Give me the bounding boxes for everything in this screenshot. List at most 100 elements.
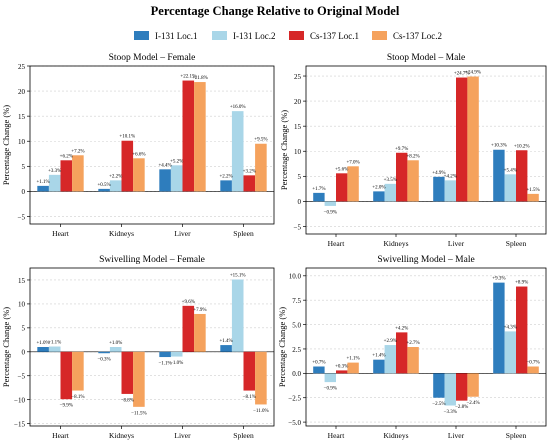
bar-value-label: −11.5% [131,411,147,416]
bar-value-label: +10.2% [514,144,530,149]
bar-value-label: +4.9% [432,171,445,176]
bar [493,282,505,374]
bar-value-label: +8.2% [406,154,419,159]
bar [133,158,145,192]
plot-frame [29,65,275,225]
gridlines [306,75,546,227]
legend-swatch [372,31,387,40]
legend-swatch [212,31,227,40]
legend-swatch [134,31,149,40]
bar-value-label: +0.3% [335,364,348,369]
bar-value-label: −2.8% [455,405,468,410]
bar-value-label: +1.1% [346,357,359,362]
legend-label: Cs-137 Loc.1 [310,31,359,41]
bar-value-label: +5.6% [335,167,348,172]
x-tick-label: Kidneys [109,229,134,238]
legend-item: I-131 Loc.1 [134,31,198,41]
bar-value-label: +10.1% [119,135,135,140]
bar-value-label: +10.3% [491,144,507,149]
x-tick-label: Kidneys [109,431,134,440]
bar-value-label: +4.4% [158,163,171,168]
bar [493,149,505,202]
y-axis-label: Percentage Change (%) [277,307,287,387]
bar-value-label: +9.5% [254,138,267,143]
x-tick-label: Kidneys [384,239,409,248]
y-tick-label: 0.0 [292,370,301,378]
y-tick-label: 25 [294,73,302,81]
bar [516,150,528,202]
bar-value-label: −1.1% [158,362,171,367]
plot-frame [29,267,275,427]
bar-value-label: −9.9% [60,404,73,409]
bar-value-label: +3.5% [384,178,397,183]
bars [313,76,539,206]
bar [407,160,419,202]
panel-stoop-male: Stoop Model – Male Percentage Change (%)… [279,53,547,248]
bar-value-label: +4.2% [444,174,457,179]
bar-value-label: −0.9% [324,210,337,215]
bar-value-label: −2.4% [466,401,479,406]
bar-value-label: +1.1% [48,341,61,346]
bar-value-label: +2.2% [109,174,122,179]
bar [182,80,195,192]
panel-title: Stoop Model – Female [109,53,196,63]
panel-title: Swivelling Model – Female [99,255,205,265]
bar-value-labels: +1.7% −0.9% +5.6% +7.0% +2.0% +3.5% +9.7% +8.2%… [312,71,539,216]
bar [159,351,171,358]
bar [37,347,49,352]
x-tick-label: Spleen [233,431,254,440]
bar [384,183,396,202]
y-tick-label: 7.5 [292,297,301,305]
legend-item: Cs-137 Loc.2 [372,31,442,41]
bar [243,175,256,192]
bar-value-label: +24.7% [454,72,470,77]
bar-value-label: +3.2% [243,169,256,174]
bar [407,347,419,374]
x-tick-label: Liver [174,229,191,238]
bar [433,176,445,202]
bar [255,351,267,405]
x-tick-label: Liver [448,239,465,248]
bar-value-label: −8.1% [243,395,256,400]
bar-value-label: −1.0% [170,361,183,366]
bar [159,169,171,192]
y-tick-label: −5 [18,213,26,221]
bar [336,173,348,202]
x-tick-label: Spleen [506,239,527,248]
y-tick-label: 10 [294,148,302,156]
bar-value-label: +24.9% [465,71,481,76]
bar-value-label: −8.1% [71,395,84,400]
bar [467,373,479,397]
bar [37,185,49,192]
y-tick-label: 15 [18,113,26,121]
bar-value-label: +6.6% [132,152,145,157]
x-tick-label: Liver [448,431,465,440]
bar-value-label: +9.7% [395,147,408,152]
bar [324,373,336,383]
bar [527,366,539,374]
y-tick-label: 5.0 [292,321,301,329]
y-tick-label: 15 [294,123,302,131]
bar-value-label: +22.1% [180,75,196,80]
bar-value-label: +1.7% [312,187,325,192]
bar [170,165,183,192]
plot-frame [305,65,547,235]
y-tick-label: −10 [14,396,25,404]
bar [194,313,206,352]
bar [220,345,232,352]
y-tick-label: −5 [18,373,26,381]
bar [456,77,468,202]
bar [121,351,134,394]
bar [194,82,206,192]
bar [373,359,385,374]
bar-value-label: +2.0% [372,185,385,190]
y-tick-label: 0 [22,349,26,357]
figure-title: Percentage Change Relative to Original M… [151,4,400,18]
bar [98,188,110,192]
y-axis-label: Percentage Change (%) [1,307,11,387]
bar [72,155,84,192]
bar [243,351,256,391]
bar [48,346,61,352]
bar-value-labels: +0.7% −0.9% +0.3% +1.1% +1.4% +2.9% +4.2% +2.7%… [312,277,539,415]
legend-item: Cs-137 Loc.1 [289,31,359,41]
